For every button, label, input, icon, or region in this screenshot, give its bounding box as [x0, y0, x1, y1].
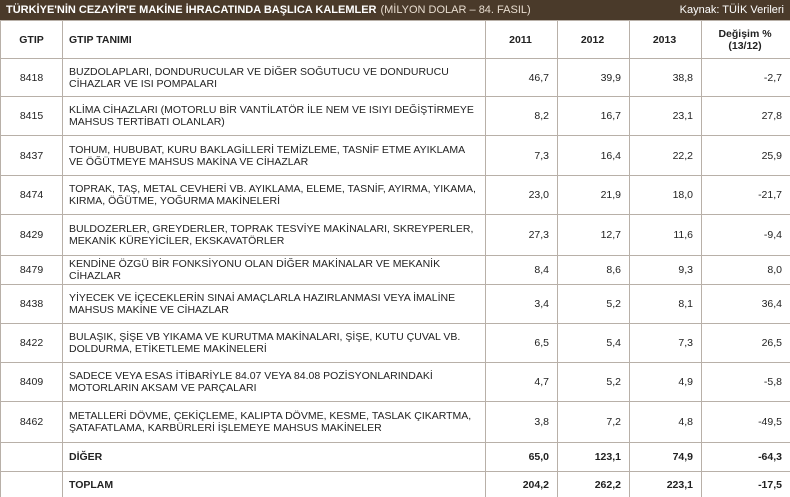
description-cell: TOHUM, HUBUBAT, KURU BAKLAGİLLERİ TEMİZL…	[62, 135, 486, 176]
table: GTIP GTIP TANIMI 2011 2012 2013 Değişim % (13…	[0, 20, 790, 497]
code-cell: 8437	[0, 135, 63, 176]
description-cell: TOPRAK, TAŞ, METAL CEVHERİ VB. AYIKLAMA,…	[62, 175, 486, 215]
value-cell: 27,8	[701, 96, 790, 136]
column-header: Değişim % (13/12)	[701, 20, 790, 59]
empty-cell	[0, 442, 63, 472]
total-row: DİĞER 65,0 123,1 74,9 -64,3	[0, 442, 790, 472]
value-cell: 18,0	[629, 175, 702, 215]
value-cell: 6,5	[485, 323, 558, 363]
value-cell: 23,0	[485, 175, 558, 215]
value-cell: 26,5	[701, 323, 790, 363]
description-cell: BULDOZERLER, GREYDERLER, TOPRAK TESVİYE …	[62, 214, 486, 256]
column-header: GTIP	[0, 20, 63, 59]
total-label: TOPLAM	[62, 471, 486, 497]
table-row: 8474 TOPRAK, TAŞ, METAL CEVHERİ VB. AYIKL…	[0, 175, 790, 215]
code-cell: 8438	[0, 284, 63, 324]
value-cell: 22,2	[629, 135, 702, 176]
value-cell: 11,6	[629, 214, 702, 256]
table-row: 8479 KENDİNE ÖZGÜ BİR FONKSİYONU OLAN DİĞ…	[0, 255, 790, 285]
value-cell: 262,2	[557, 471, 630, 497]
total-row: TOPLAM 204,2 262,2 223,1 -17,5	[0, 471, 790, 497]
table-row: 8409 SADECE VEYA ESAS İTİBARİYLE 84.07 VE…	[0, 362, 790, 402]
value-cell: 7,3	[629, 323, 702, 363]
code-cell: 8415	[0, 96, 63, 136]
code-cell: 8418	[0, 58, 63, 97]
description-cell: KENDİNE ÖZGÜ BİR FONKSİYONU OLAN DİĞER M…	[62, 255, 486, 285]
value-cell: -17,5	[701, 471, 790, 497]
value-cell: 25,9	[701, 135, 790, 176]
table-row: 8422 BULAŞIK, ŞİŞE VB YIKAMA VE KURUTMA M…	[0, 323, 790, 363]
value-cell: 12,7	[557, 214, 630, 256]
value-cell: 65,0	[485, 442, 558, 472]
header-row: GTIP GTIP TANIMI 2011 2012 2013 Değişim % (13…	[0, 20, 790, 59]
value-cell: 223,1	[629, 471, 702, 497]
value-cell: 27,3	[485, 214, 558, 256]
value-cell: -5,8	[701, 362, 790, 402]
value-cell: 21,9	[557, 175, 630, 215]
column-header: GTIP TANIMI	[62, 20, 486, 59]
description-cell: BUZDOLAPLARI, DONDURUCULAR VE DİĞER SOĞU…	[62, 58, 486, 97]
code-cell: 8479	[0, 255, 63, 285]
value-cell: 8,4	[485, 255, 558, 285]
total-label: DİĞER	[62, 442, 486, 472]
value-cell: 7,3	[485, 135, 558, 176]
value-cell: 4,7	[485, 362, 558, 402]
value-cell: 74,9	[629, 442, 702, 472]
table-row: 8415 KLİMA CİHAZLARI (MOTORLU BİR VANTİLA…	[0, 96, 790, 136]
table-row: 8438 YİYECEK VE İÇECEKLERİN SINAİ AMAÇLAR…	[0, 284, 790, 324]
value-cell: 8,2	[485, 96, 558, 136]
table-row: 8418 BUZDOLAPLARI, DONDURUCULAR VE DİĞER …	[0, 58, 790, 97]
table-row: 8437 TOHUM, HUBUBAT, KURU BAKLAGİLLERİ TE…	[0, 135, 790, 176]
value-cell: 3,4	[485, 284, 558, 324]
value-cell: 16,4	[557, 135, 630, 176]
description-cell: KLİMA CİHAZLARI (MOTORLU BİR VANTİLATÖR …	[62, 96, 486, 136]
value-cell: 8,0	[701, 255, 790, 285]
title-bar: TÜRKİYE'NİN CEZAYİR'E MAKİNE İHRACATINDA…	[0, 0, 790, 20]
code-cell: 8429	[0, 214, 63, 256]
column-header: 2012	[557, 20, 630, 59]
column-header: 2011	[485, 20, 558, 59]
value-cell: -21,7	[701, 175, 790, 215]
value-cell: 38,8	[629, 58, 702, 97]
value-cell: 16,7	[557, 96, 630, 136]
value-cell: 204,2	[485, 471, 558, 497]
empty-cell	[0, 471, 63, 497]
source: Kaynak: TÜİK Verileri	[679, 4, 784, 16]
description-cell: METALLERİ DÖVME, ÇEKİÇLEME, KALIPTA DÖVM…	[62, 401, 486, 443]
value-cell: 123,1	[557, 442, 630, 472]
value-cell: -49,5	[701, 401, 790, 443]
value-cell: -64,3	[701, 442, 790, 472]
value-cell: 5,4	[557, 323, 630, 363]
subtitle: (MİLYON DOLAR – 84. FASIL)	[380, 4, 531, 16]
code-cell: 8422	[0, 323, 63, 363]
description-cell: YİYECEK VE İÇECEKLERİN SINAİ AMAÇLARLA H…	[62, 284, 486, 324]
value-cell: 3,8	[485, 401, 558, 443]
value-cell: 9,3	[629, 255, 702, 285]
value-cell: 46,7	[485, 58, 558, 97]
title: TÜRKİYE'NİN CEZAYİR'E MAKİNE İHRACATINDA…	[6, 4, 377, 16]
value-cell: 4,9	[629, 362, 702, 402]
code-cell: 8462	[0, 401, 63, 443]
value-cell: 8,1	[629, 284, 702, 324]
column-header: 2013	[629, 20, 702, 59]
description-cell: BULAŞIK, ŞİŞE VB YIKAMA VE KURUTMA MAKİN…	[62, 323, 486, 363]
value-cell: 5,2	[557, 284, 630, 324]
code-cell: 8409	[0, 362, 63, 402]
value-cell: 8,6	[557, 255, 630, 285]
value-cell: 4,8	[629, 401, 702, 443]
table-row: 8429 BULDOZERLER, GREYDERLER, TOPRAK TESV…	[0, 214, 790, 256]
value-cell: 5,2	[557, 362, 630, 402]
value-cell: -9,4	[701, 214, 790, 256]
code-cell: 8474	[0, 175, 63, 215]
value-cell: 36,4	[701, 284, 790, 324]
value-cell: 39,9	[557, 58, 630, 97]
value-cell: -2,7	[701, 58, 790, 97]
description-cell: SADECE VEYA ESAS İTİBARİYLE 84.07 VEYA 8…	[62, 362, 486, 402]
table-row: 8462 METALLERİ DÖVME, ÇEKİÇLEME, KALIPTA …	[0, 401, 790, 443]
value-cell: 7,2	[557, 401, 630, 443]
value-cell: 23,1	[629, 96, 702, 136]
